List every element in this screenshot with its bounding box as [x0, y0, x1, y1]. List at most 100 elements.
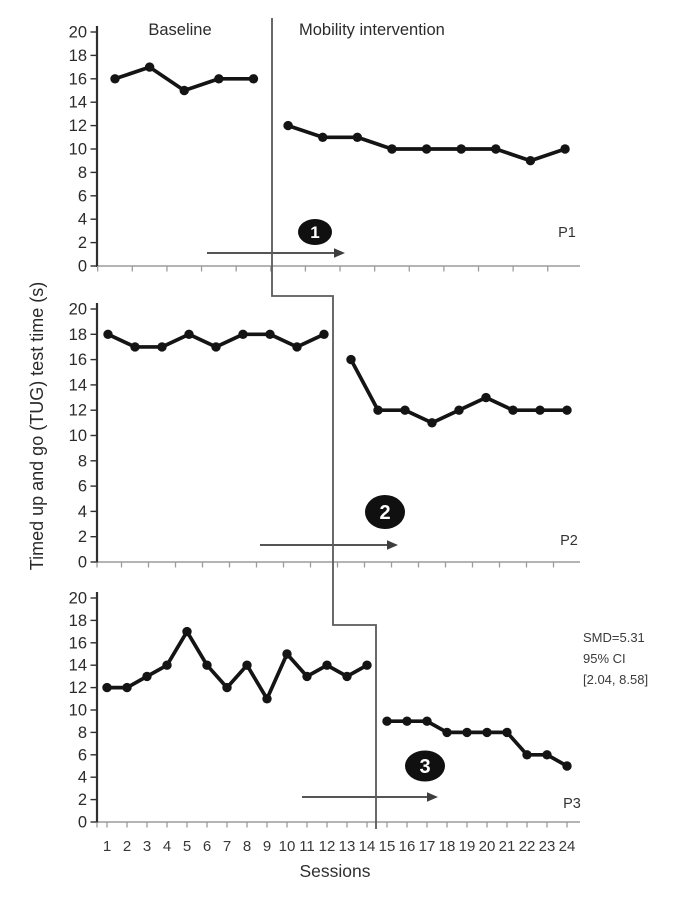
session-tick-label: 20 — [479, 838, 496, 855]
data-point — [454, 405, 464, 415]
phase-change-layer: 1 2 3 — [207, 18, 445, 829]
phase-marker-number: 3 — [419, 756, 430, 778]
phase-marker-number: 2 — [379, 502, 390, 524]
intervention-arrowhead — [334, 248, 345, 258]
data-point — [157, 342, 167, 352]
participant-label-p1: P1 — [558, 225, 576, 241]
data-point — [102, 682, 112, 693]
data-point — [142, 671, 152, 682]
session-tick-label: 16 — [399, 838, 416, 855]
smd-value: SMD=5.31 — [583, 630, 645, 645]
y-axis-title: Timed up and go (TUG) test time (s) — [27, 281, 47, 571]
data-point — [481, 392, 491, 403]
data-point — [242, 660, 252, 670]
data-point — [318, 132, 328, 142]
y-tick-label: 0 — [78, 554, 87, 572]
y-tick-label: 20 — [69, 24, 87, 42]
y-tick-label: 0 — [78, 258, 87, 276]
data-point — [182, 626, 192, 637]
intervention-series-line — [385, 719, 569, 768]
data-point — [352, 132, 363, 142]
y-tick-label: 16 — [69, 634, 87, 652]
session-tick-label: 11 — [299, 838, 315, 855]
session-tick-label: 23 — [539, 838, 556, 855]
data-point — [238, 329, 248, 339]
participant-label-p2: P2 — [560, 533, 578, 549]
ci-label: 95% CI — [583, 650, 626, 666]
data-point — [184, 329, 194, 339]
y-tick-label: 10 — [69, 141, 87, 159]
phase-marker-badge — [405, 750, 445, 782]
data-point — [421, 144, 432, 154]
data-point — [462, 727, 472, 738]
data-point — [508, 405, 518, 415]
ci-interval: [2.04, 8.58] — [583, 671, 649, 687]
y-tick-label: 8 — [78, 724, 87, 742]
data-point — [319, 329, 329, 339]
y-tick-label: 12 — [69, 679, 87, 697]
data-point — [362, 660, 372, 670]
y-tick-label: 4 — [78, 503, 87, 521]
axes-layer: 0246810121416182002468101214161820024681… — [69, 24, 580, 855]
y-tick-label: 18 — [69, 612, 87, 630]
intervention-phase-label: Mobility intervention — [299, 21, 445, 39]
y-tick-label: 18 — [69, 47, 87, 65]
data-point — [103, 329, 113, 339]
intervention-series-line — [286, 123, 567, 163]
session-tick-label: 12 — [319, 838, 336, 855]
session-tick-label: 5 — [183, 838, 191, 855]
y-tick-label: 14 — [69, 94, 87, 112]
y-tick-label: 10 — [69, 427, 87, 445]
data-point — [456, 144, 466, 154]
data-point — [542, 750, 552, 760]
intervention-arrowhead — [427, 792, 438, 802]
session-tick-label: 21 — [499, 838, 516, 855]
participant-label-p3: P3 — [563, 796, 581, 812]
y-tick-label: 20 — [69, 301, 87, 319]
session-tick-label: 19 — [459, 838, 476, 855]
data-point — [562, 761, 572, 771]
y-tick-label: 8 — [78, 452, 87, 470]
data-point — [162, 660, 172, 670]
session-tick-label: 15 — [379, 838, 396, 855]
series-layer — [102, 62, 572, 771]
session-tick-label: 24 — [559, 838, 576, 855]
data-point — [282, 649, 292, 659]
y-tick-label: 6 — [78, 187, 87, 205]
data-point — [560, 144, 570, 154]
y-tick-label: 4 — [78, 769, 87, 787]
data-point — [387, 144, 397, 154]
y-tick-label: 14 — [69, 657, 87, 675]
y-tick-label: 12 — [69, 117, 87, 135]
y-tick-label: 12 — [69, 402, 87, 420]
phase-marker-badge — [365, 495, 405, 529]
data-point — [342, 671, 352, 682]
data-point — [562, 405, 572, 415]
session-tick-label: 14 — [359, 838, 376, 855]
data-point — [482, 727, 492, 738]
session-tick-label: 3 — [143, 838, 151, 855]
session-tick-label: 4 — [163, 838, 171, 855]
session-tick-label: 18 — [439, 838, 456, 855]
data-point — [382, 716, 392, 726]
y-tick-label: 4 — [78, 211, 87, 229]
data-point — [214, 74, 224, 84]
y-tick-label: 2 — [78, 528, 87, 546]
y-tick-label: 2 — [78, 791, 87, 809]
y-tick-label: 6 — [78, 746, 87, 764]
data-point — [442, 727, 452, 738]
data-point — [110, 74, 120, 84]
phase-marker-number: 1 — [310, 223, 319, 242]
session-tick-label: 10 — [279, 838, 296, 855]
data-point — [248, 74, 259, 84]
data-point — [202, 660, 212, 670]
data-point — [525, 156, 536, 166]
intervention-arrowhead — [387, 540, 398, 550]
session-tick-label: 6 — [203, 838, 211, 855]
phase-marker-badge — [298, 219, 332, 245]
y-tick-label: 0 — [78, 814, 87, 832]
data-point — [211, 342, 221, 352]
data-point — [373, 405, 383, 415]
y-tick-label: 20 — [69, 590, 87, 608]
